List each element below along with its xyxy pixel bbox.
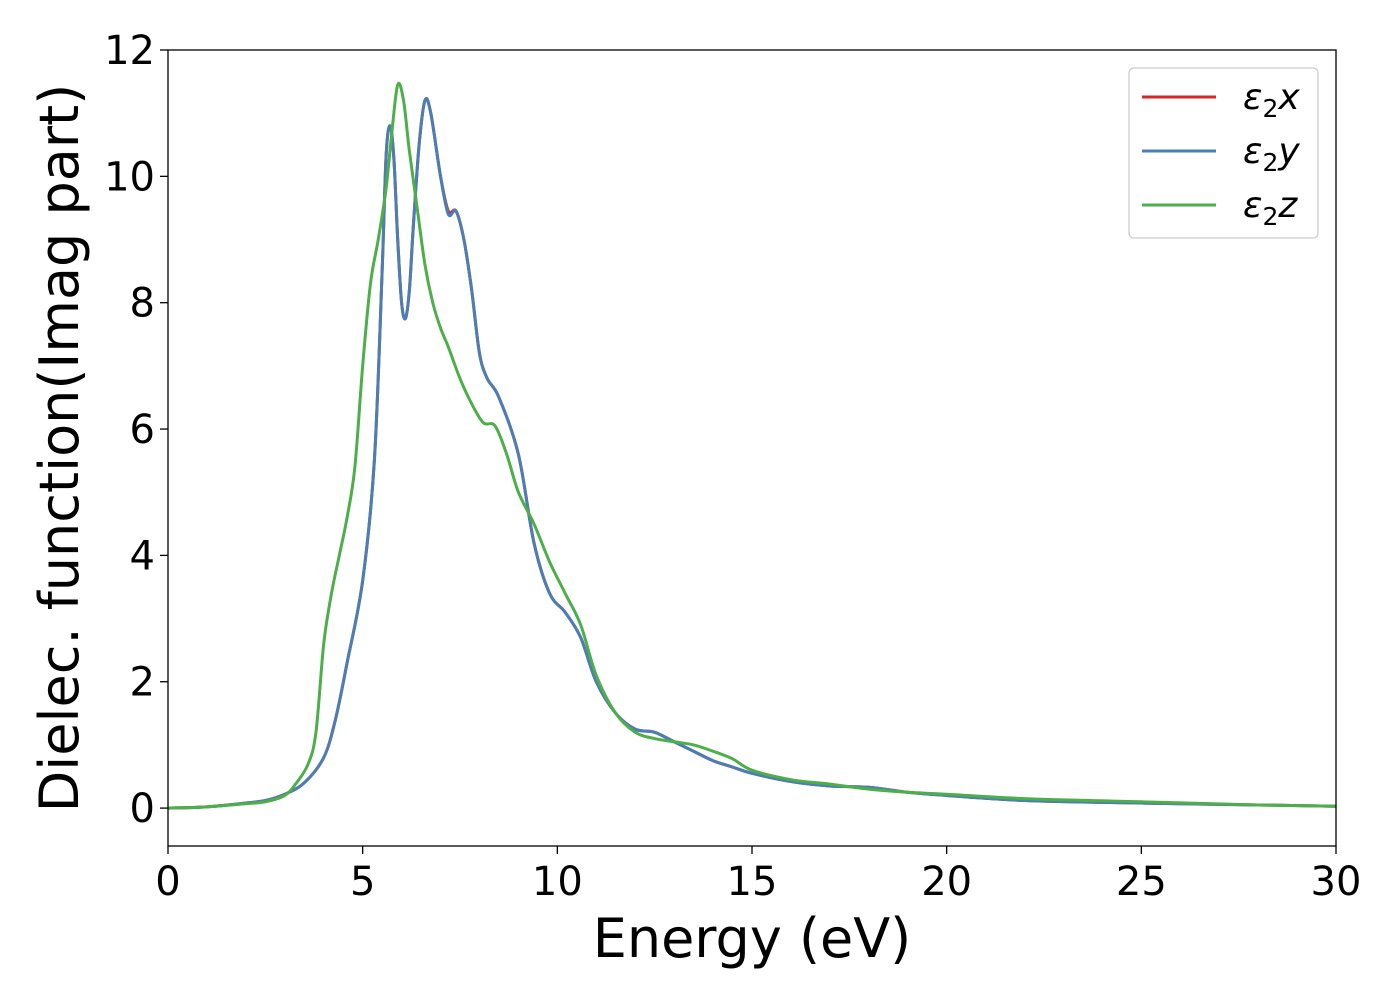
- y-axis: 0 2 4 6 8 10 12: [104, 28, 168, 832]
- x-tick-label: 20: [921, 859, 972, 905]
- y-tick-label: 8: [130, 281, 155, 327]
- x-tick-label: 15: [727, 859, 778, 905]
- x-tick-label: 5: [350, 859, 375, 905]
- series-line-y: [168, 97, 1336, 810]
- x-tick-label: 10: [532, 859, 583, 905]
- y-tick-label: 0: [130, 786, 155, 832]
- x-tick-label: 30: [1311, 859, 1362, 905]
- series-layer: [168, 81, 1336, 810]
- x-tick-label: 25: [1116, 859, 1167, 905]
- x-axis-title: Energy (eV): [593, 907, 912, 970]
- legend-box: [1128, 67, 1319, 239]
- y-axis-title: Dielec. function(Imag part): [28, 84, 91, 813]
- legend: ε2x ε2y ε2z: [1128, 67, 1319, 239]
- y-tick-label: 6: [130, 407, 155, 453]
- y-tick-label: 10: [104, 154, 155, 200]
- y-tick-label: 2: [130, 660, 155, 706]
- x-axis: 0 5 10 15 20 25 30: [155, 846, 1361, 905]
- legend-label-x: ε2x: [1243, 77, 1300, 123]
- legend-label-z: ε2z: [1243, 185, 1298, 231]
- x-tick-label: 0: [155, 859, 180, 905]
- legend-label-y: ε2y: [1243, 131, 1300, 177]
- y-tick-label: 4: [130, 533, 155, 579]
- y-tick-label: 12: [104, 28, 155, 74]
- series-line-z: [168, 81, 1336, 810]
